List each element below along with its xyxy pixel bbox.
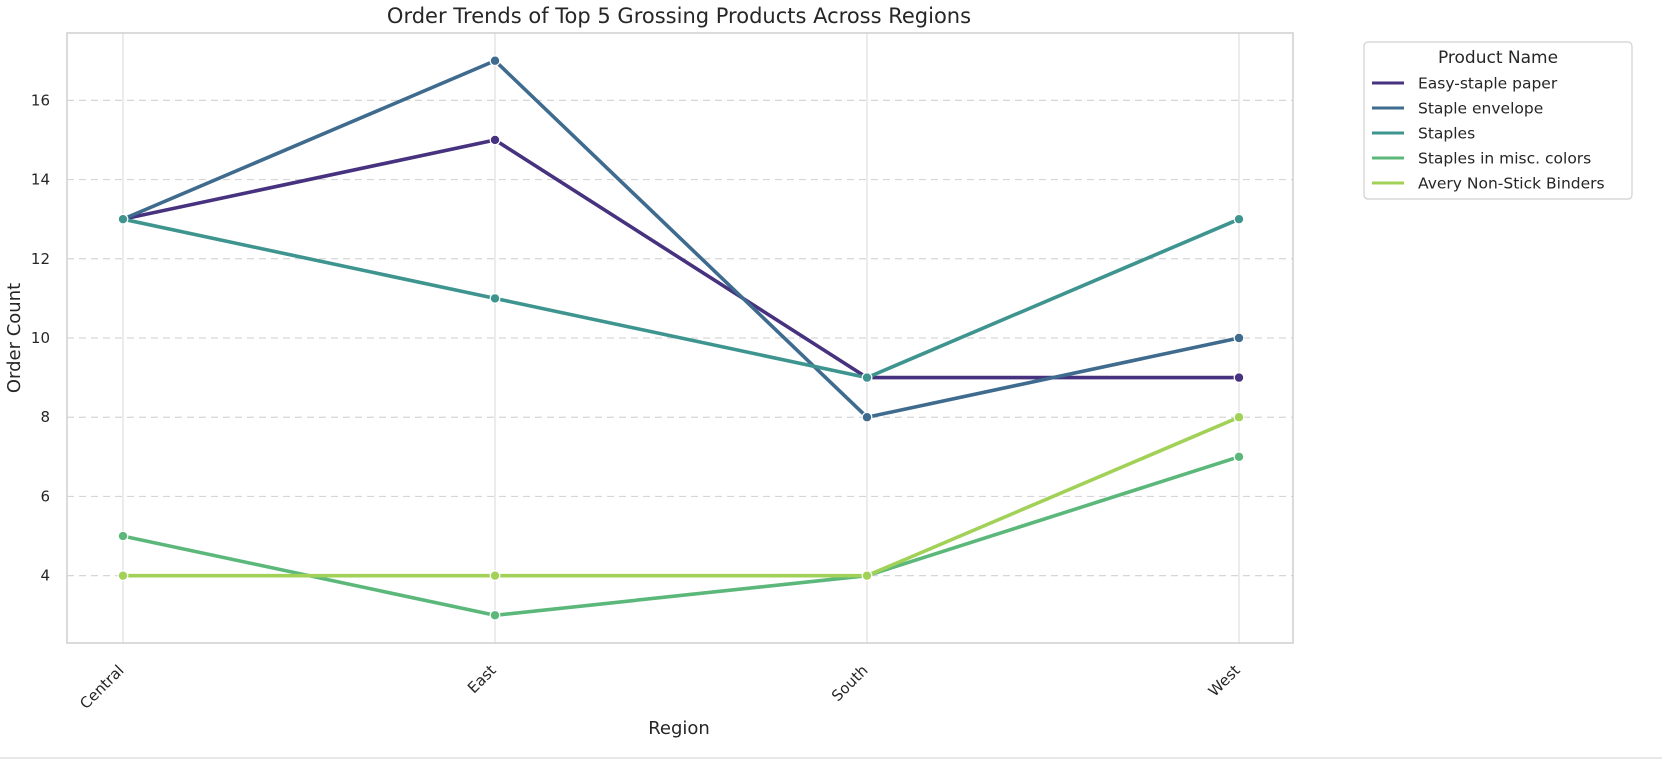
x-axis-label: Region <box>648 718 710 739</box>
data-point <box>489 134 501 146</box>
data-point <box>1233 451 1245 463</box>
legend-entry-label: Staple envelope <box>1418 100 1543 118</box>
y-tick-label: 6 <box>40 487 50 505</box>
legend-title: Product Name <box>1438 48 1558 68</box>
data-point <box>861 570 873 582</box>
legend-items: Easy-staple paper Staple envelope Staples S… <box>1372 75 1605 193</box>
data-point <box>489 570 501 582</box>
legend-entry-label: Easy-staple paper <box>1418 75 1558 93</box>
data-point <box>117 570 129 582</box>
legend-box <box>1363 41 1633 200</box>
gridlines <box>67 33 1293 643</box>
data-point <box>117 213 129 225</box>
data-point <box>861 411 873 423</box>
series-line <box>121 217 1241 380</box>
legend: Product Name Easy-staple paper Staple env… <box>1363 41 1633 200</box>
data-point <box>117 530 129 542</box>
series-lines <box>117 55 1245 621</box>
plot-frame <box>66 32 1294 644</box>
data-point <box>1233 411 1245 423</box>
data-point <box>1233 332 1245 344</box>
series-group <box>117 213 1245 384</box>
y-tick-label: 8 <box>40 408 50 426</box>
data-point <box>861 372 873 384</box>
legend-entry-label: Staples <box>1418 125 1475 143</box>
y-tick-label: 4 <box>40 567 50 585</box>
data-point <box>1233 213 1245 225</box>
series-line <box>121 58 1241 420</box>
chart-title: Order Trends of Top 5 Grossing Products … <box>387 4 971 28</box>
y-tick-label: 14 <box>31 171 50 189</box>
y-tick-label: 12 <box>31 250 50 268</box>
data-point <box>489 292 501 304</box>
series-group <box>117 411 1245 582</box>
y-tick-label: 16 <box>31 91 50 109</box>
y-axis-label: Order Count <box>4 283 25 393</box>
legend-entry-label: Staples in misc. colors <box>1418 150 1591 168</box>
y-tick-label: 10 <box>31 329 50 347</box>
legend-entry-label: Avery Non-Stick Binders <box>1418 175 1605 193</box>
data-point <box>489 609 501 621</box>
data-point <box>489 55 501 67</box>
data-point <box>1233 372 1245 384</box>
series-line <box>121 415 1241 578</box>
